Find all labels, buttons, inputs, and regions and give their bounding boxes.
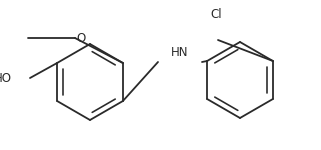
Text: HO: HO <box>0 72 12 84</box>
Text: HN: HN <box>171 46 189 59</box>
Text: O: O <box>76 32 85 45</box>
Text: Cl: Cl <box>210 9 222 21</box>
